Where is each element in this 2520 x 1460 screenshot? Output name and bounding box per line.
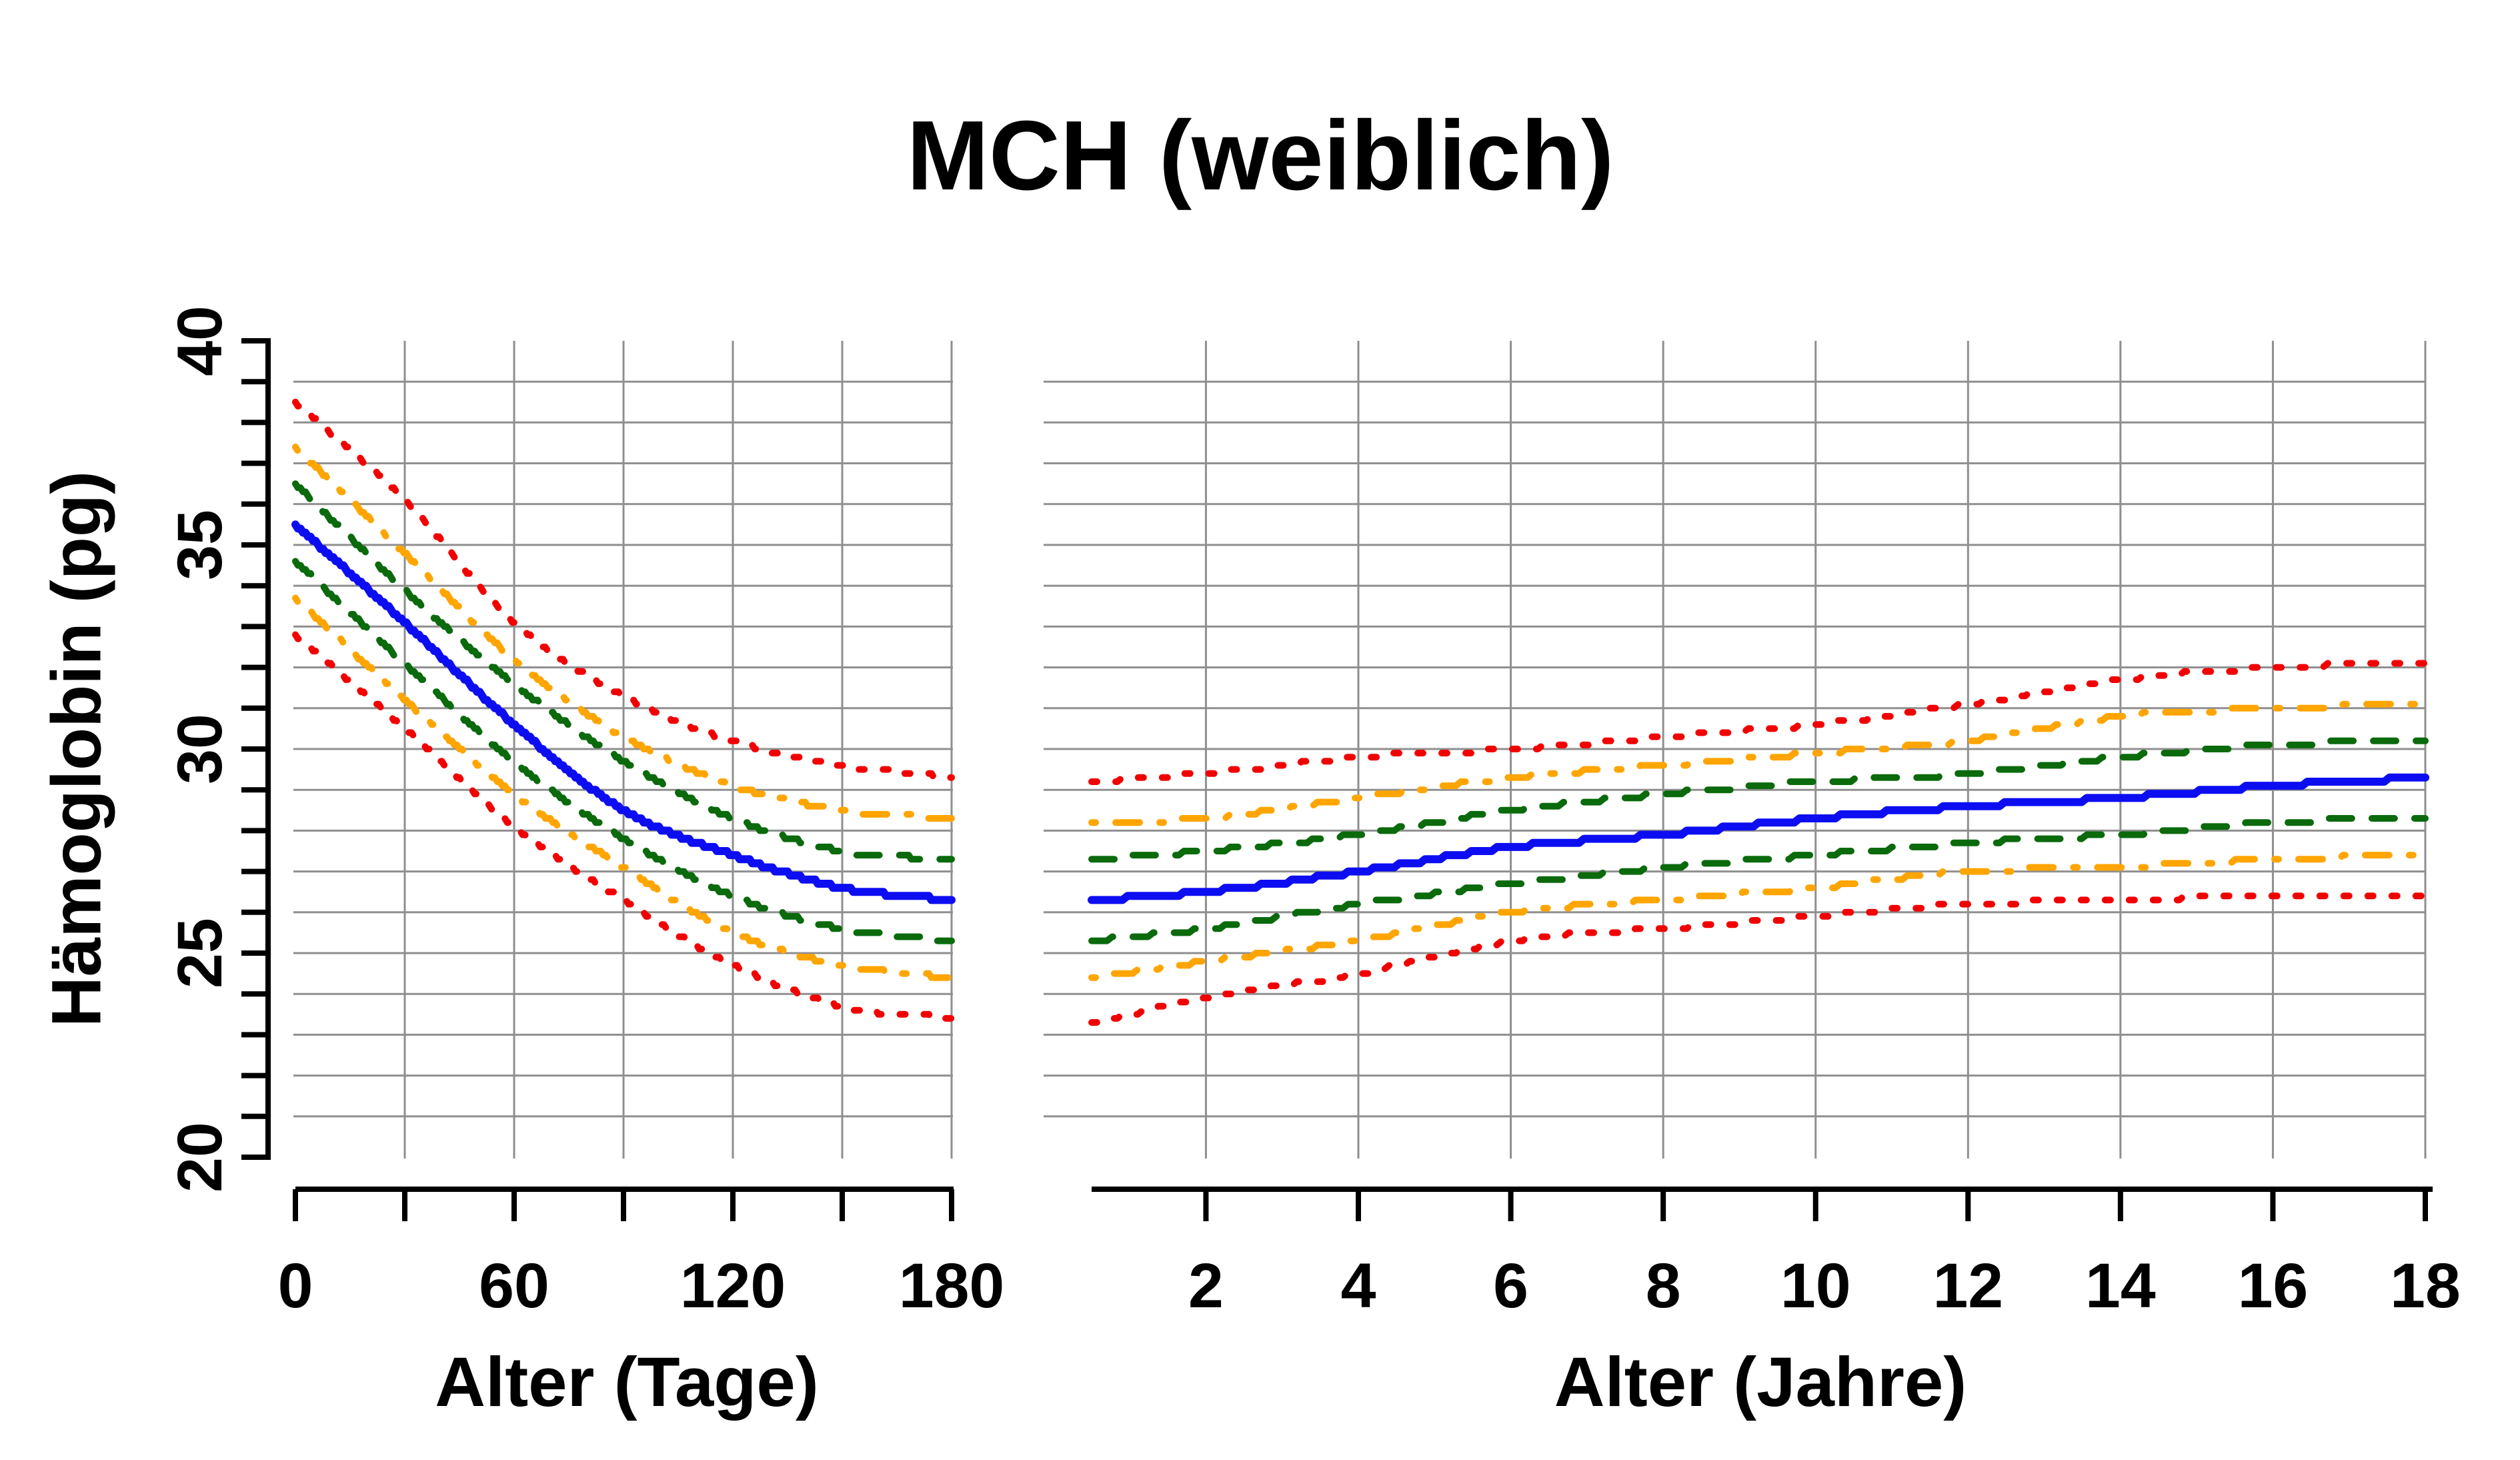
x-tick-label: 10 [1780, 1251, 1851, 1321]
x-tick-label: 16 [2238, 1251, 2309, 1321]
tick-label-layer: 0 60 120 180 2 4 6 8 10 12 14 16 18 20 25 30 35 40 [165, 305, 2461, 1321]
curve-orange-dashdot-upper-tage [292, 444, 955, 822]
grid-layer [293, 341, 2427, 1159]
chart-title: MCH (weiblich) [906, 101, 1614, 211]
x-tick-label: 8 [1646, 1251, 1681, 1321]
y-tick-label: 25 [165, 918, 235, 988]
x-tick-label: 4 [1341, 1251, 1376, 1321]
x-tick-label: 12 [1933, 1251, 2003, 1321]
curve-green-dashed-upper-tage [292, 480, 955, 863]
curve-red-dotted-upper-tage [292, 398, 955, 781]
y-axis-title: Hämoglobin (pg) [37, 470, 116, 1028]
curve-orange-dashdot-lower-jahre [1088, 852, 2429, 981]
x-axis-title-years: Alter (Jahre) [1554, 1343, 1967, 1421]
curve-red-dotted-lower-jahre [1088, 892, 2429, 1026]
x-tick-label: 120 [680, 1251, 786, 1321]
curve-green-dashed-lower-tage [292, 558, 955, 944]
x-tick-label: 18 [2390, 1251, 2461, 1321]
x-tick-label: 6 [1493, 1251, 1528, 1321]
y-tick-label: 35 [165, 510, 235, 580]
y-tick-label: 30 [165, 714, 235, 784]
curve-orange-dashdot-upper-jahre [1088, 700, 2429, 826]
curves-layer [291, 398, 2429, 1026]
x-axis-title-days: Alter (Tage) [435, 1343, 819, 1421]
curve-red-dotted-upper-jahre [1088, 660, 2429, 785]
curve-orange-dashdot-lower-tage [292, 594, 955, 981]
axes-layer [241, 338, 2433, 1221]
curve-green-dashed-upper-jahre [1088, 737, 2429, 863]
curve-green-dashed-lower-jahre [1088, 815, 2429, 944]
y-tick-label: 20 [165, 1122, 235, 1193]
x-tick-label: 14 [2085, 1251, 2156, 1321]
x-tick-label: 2 [1188, 1251, 1224, 1321]
curve-blue-solid-median-jahre [1088, 773, 2429, 904]
y-tick-label: 40 [165, 305, 235, 376]
x-tick-label: 180 [899, 1251, 1005, 1321]
curve-blue-solid-median-tage [291, 520, 956, 904]
x-tick-label: 0 [278, 1251, 313, 1321]
x-tick-label: 60 [479, 1251, 549, 1321]
